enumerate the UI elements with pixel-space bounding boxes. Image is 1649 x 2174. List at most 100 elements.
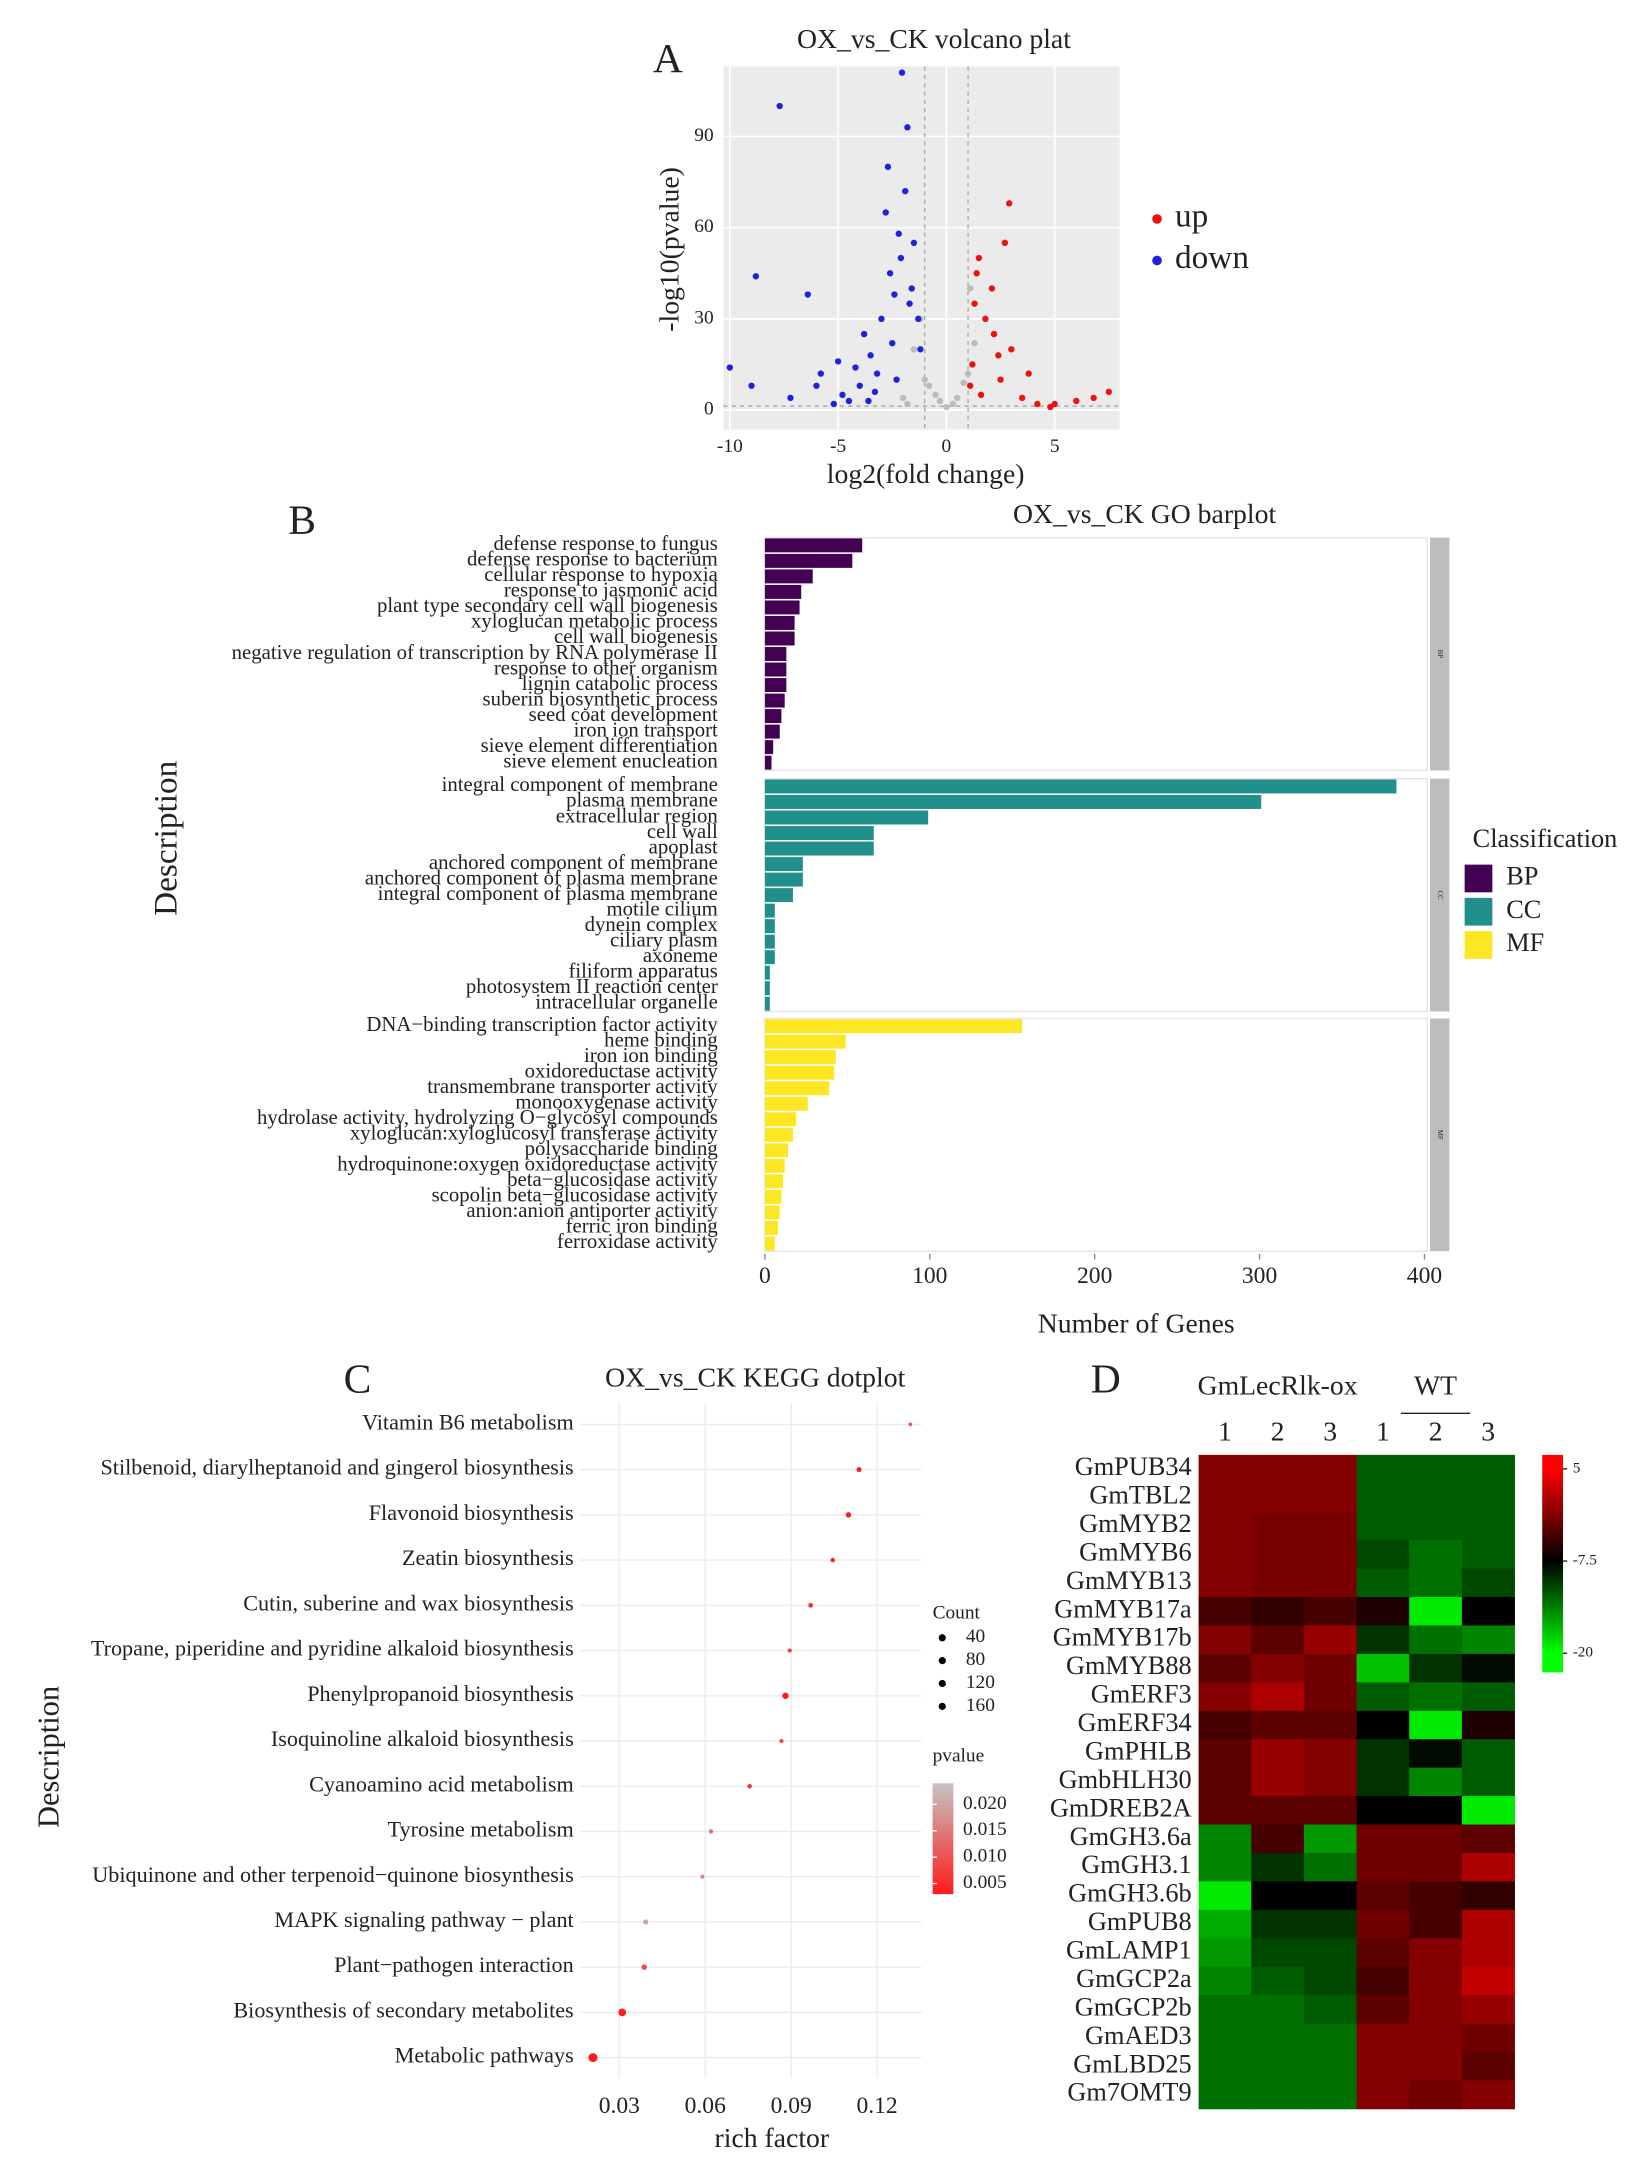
bar — [764, 755, 772, 770]
y-tick-label: response to jasmonic acid — [504, 579, 719, 602]
row-label: GmLBD25 — [1073, 2049, 1191, 2078]
point — [845, 397, 853, 405]
legend-label: CC — [1506, 895, 1541, 924]
bar — [764, 662, 787, 677]
heat-cell — [1251, 1483, 1305, 1513]
facet-strip — [1430, 778, 1450, 1012]
point — [971, 300, 978, 307]
heat-cell — [1251, 1568, 1305, 1598]
heat-cell — [1409, 1796, 1463, 1825]
row-label: GmMYB88 — [1066, 1651, 1192, 1680]
heat-cell — [1356, 1454, 1410, 1484]
heat-cell — [1198, 1909, 1252, 1939]
heat-cell — [1303, 1653, 1357, 1683]
heat-cell — [1356, 1881, 1410, 1911]
heat-cell — [1409, 1625, 1463, 1655]
x-tick-label: 0.09 — [771, 2093, 812, 2119]
heat-cell — [1461, 1483, 1515, 1513]
heat-cell — [1303, 1938, 1357, 1968]
heat-cell — [1303, 1710, 1357, 1740]
heat-cell — [1356, 1625, 1410, 1655]
legend-label: MF — [1506, 928, 1544, 957]
bar — [764, 950, 775, 965]
row-label: GmGH3.6a — [1070, 1822, 1192, 1851]
y-tick-label: plasma membrane — [566, 789, 718, 812]
heat-cell — [1198, 1796, 1252, 1825]
row-label: GmTBL2 — [1089, 1481, 1191, 1510]
point — [908, 285, 915, 292]
bar — [764, 810, 929, 825]
heat-cell — [1461, 1767, 1515, 1797]
heat-cell — [1303, 1739, 1357, 1769]
heat-cell — [1251, 1597, 1305, 1626]
bar — [764, 1174, 784, 1189]
point — [936, 397, 944, 405]
dot — [782, 1692, 789, 1699]
heat-cell — [1198, 1483, 1252, 1513]
heat-cell — [1198, 1511, 1252, 1541]
heat-cell — [1303, 1483, 1357, 1513]
y-tick-label: beta−glucosidase activity — [507, 1168, 718, 1191]
column-label: 1 — [1376, 1415, 1390, 1446]
dot — [747, 1783, 752, 1789]
heat-cell — [1409, 2023, 1463, 2053]
y-tick-label: Tropane, piperidine and pyridine alkaloi… — [91, 1636, 574, 1661]
heat-cell — [1409, 1653, 1463, 1683]
size-legend-dot — [938, 1702, 946, 1710]
bar — [764, 794, 1262, 809]
heat-cell — [1356, 1597, 1410, 1626]
point — [813, 382, 820, 389]
bar — [764, 965, 770, 980]
heat-cell — [1461, 2023, 1515, 2053]
heat-cell — [1251, 1739, 1305, 1769]
point — [898, 69, 906, 76]
colorbar-label: -20 — [1573, 1644, 1594, 1661]
heat-cell — [1409, 1995, 1463, 2024]
bar — [764, 934, 775, 949]
point — [1008, 346, 1015, 353]
heat-cell — [1356, 1938, 1410, 1968]
heat-cell — [1461, 2080, 1515, 2110]
y-tick-label: negative regulation of transcription by … — [232, 641, 718, 664]
colorbar — [932, 1783, 954, 1895]
bar — [764, 1050, 836, 1065]
point — [954, 394, 961, 402]
color-legend-label: 0.020 — [963, 1793, 1007, 1814]
heat-cell — [1356, 2080, 1410, 2110]
bar — [764, 538, 863, 553]
row-label: GmMYB2 — [1079, 1509, 1192, 1538]
y-tick-label: ferroxidase activity — [557, 1230, 718, 1253]
y-tick-label: suberin biosynthetic process — [483, 687, 718, 710]
bar — [764, 647, 787, 661]
y-axis-title: Description — [31, 1686, 65, 1828]
heat-cell — [1198, 1540, 1252, 1570]
heat-cell — [1198, 1710, 1252, 1740]
heat-cell — [1356, 1568, 1410, 1598]
y-tick-label: cell wall biogenesis — [554, 625, 718, 648]
y-tick-label: extracellular region — [556, 804, 719, 827]
size-legend-dot — [938, 1679, 946, 1688]
point — [839, 391, 846, 399]
heat-cell — [1356, 1966, 1410, 1996]
y-tick-label: filiform apparatus — [568, 959, 717, 982]
heat-cell — [1198, 1824, 1252, 1854]
point — [1001, 239, 1009, 247]
heat-cell — [1198, 1995, 1252, 2024]
row-label: GmDREB2A — [1050, 1793, 1192, 1822]
heat-cell — [1461, 1966, 1515, 1996]
point — [982, 315, 989, 323]
point — [915, 315, 922, 323]
heat-cell — [1409, 1540, 1463, 1570]
bar — [764, 981, 770, 996]
point — [867, 352, 874, 359]
bar — [764, 1158, 785, 1173]
panel-label: D — [1091, 1355, 1121, 1401]
bar — [764, 826, 874, 841]
bar — [764, 919, 775, 934]
y-tick-label: oxidoreductase activity — [525, 1059, 719, 1082]
point — [990, 330, 998, 338]
y-tick-label: sieve element differentiation — [481, 734, 719, 757]
chart-title: OX_vs_CK volcano plat — [797, 23, 1071, 54]
heat-cell — [1356, 1796, 1410, 1825]
color-legend-label: 0.015 — [963, 1819, 1007, 1840]
